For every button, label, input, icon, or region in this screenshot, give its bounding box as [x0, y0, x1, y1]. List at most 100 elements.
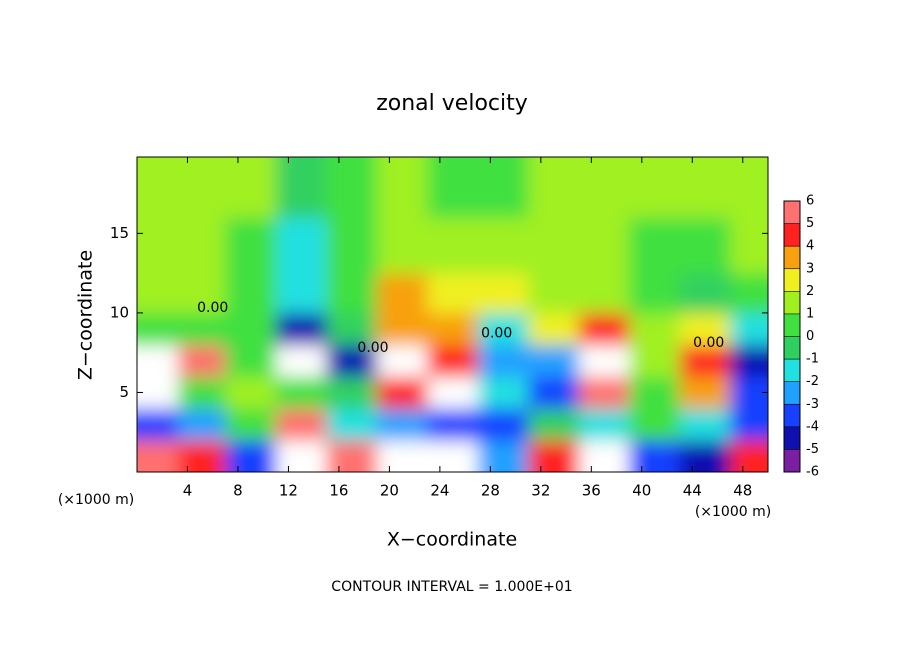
colorbar-swatch: [784, 359, 800, 382]
field-cell: [477, 157, 529, 218]
y-tick-label: 10: [110, 303, 129, 321]
field-cell: [679, 408, 731, 441]
field-cell: [730, 376, 768, 409]
field-cell: [730, 344, 768, 378]
colorbar-swatch: [784, 381, 800, 405]
x-axis-label: X−coordinate: [387, 529, 517, 551]
field-cell: [629, 157, 681, 218]
field-cell: [679, 440, 731, 472]
x-tick-label: 48: [733, 482, 752, 500]
field-cell: [178, 157, 226, 218]
field-cell: [477, 273, 529, 314]
field-cell: [578, 440, 630, 472]
y-axis-label: Z−coordinate: [75, 250, 97, 380]
field-cell: [578, 217, 630, 274]
field-cell: [578, 376, 630, 409]
field-cell: [730, 157, 768, 218]
field-cell: [137, 440, 179, 472]
field-cell: [376, 376, 428, 409]
field-cell: [730, 408, 768, 441]
field-cell: [326, 217, 378, 274]
x-tick-label: 12: [279, 482, 298, 500]
field-cell: [275, 312, 327, 346]
field-cell: [477, 376, 529, 409]
field-cell: [578, 344, 630, 378]
field-cell: [275, 376, 327, 409]
field-cell: [427, 376, 479, 409]
field-cell: [326, 376, 378, 409]
colorbar-tick-label: 2: [806, 284, 814, 299]
field-cell: [275, 273, 327, 314]
field-cell: [578, 157, 630, 218]
field-cell: [477, 408, 529, 441]
colorbar-tick-label: -6: [806, 465, 819, 480]
field-cell: [326, 344, 378, 378]
field-cell: [178, 408, 226, 441]
x-unit-left: (×1000 m): [58, 492, 134, 508]
field-cell: [178, 440, 226, 472]
field-cell: [376, 312, 428, 346]
colorbar-swatch: [784, 449, 800, 472]
field-cells: [137, 157, 768, 472]
x-tick-label: 24: [430, 482, 449, 500]
contour-label: 0.00: [197, 300, 228, 316]
field-cell: [376, 408, 428, 441]
field-cell: [376, 440, 428, 472]
field-cell: [629, 217, 681, 274]
field-cell: [275, 157, 327, 218]
contour-label: 0.00: [481, 326, 512, 342]
field-cell: [225, 376, 277, 409]
field-cell: [679, 217, 731, 274]
field-cell: [477, 344, 529, 378]
field-cell: [427, 157, 479, 218]
field-cell: [730, 440, 768, 472]
field-cell: [137, 344, 179, 378]
field-cell: [225, 408, 277, 441]
field-cell: [178, 273, 226, 314]
field-cell: [629, 344, 681, 378]
x-tick-label: 4: [183, 482, 193, 500]
field: [137, 157, 768, 472]
colorbar-swatch: [784, 246, 800, 269]
field-cell: [225, 273, 277, 314]
field-cell: [578, 273, 630, 314]
plot-frame: [136, 156, 769, 473]
field-cell: [477, 440, 529, 472]
colorbar-tick-label: -5: [806, 442, 819, 457]
field-cell: [137, 408, 179, 441]
colorbar-tick-label: -1: [806, 352, 819, 367]
colorbar-swatch: [784, 268, 800, 292]
colorbar-tick-label: 0: [806, 329, 814, 344]
field-cell: [477, 217, 529, 274]
field-cell: [225, 440, 277, 472]
field-cell: [376, 217, 428, 274]
field-cell: [326, 273, 378, 314]
field-cell: [225, 312, 277, 346]
contour-label: 0.00: [693, 335, 724, 351]
y-tick-label: 5: [119, 383, 129, 401]
field-cell: [679, 312, 731, 346]
x-tick-label: 16: [329, 482, 348, 500]
x-tick-label: 40: [632, 482, 651, 500]
field-cell: [137, 217, 179, 274]
colorbar-swatch: [784, 223, 800, 247]
field-cell: [528, 408, 580, 441]
field-cell: [528, 217, 580, 274]
field-cell: [225, 157, 277, 218]
field-cell: [376, 157, 428, 218]
field-cell: [178, 312, 226, 346]
colorbar-tick-label: 1: [806, 306, 814, 321]
colorbar-swatch: [784, 426, 800, 450]
field-cell: [679, 344, 731, 378]
colorbar-tick-label: -4: [806, 419, 819, 434]
colorbar-swatch: [784, 313, 800, 337]
field-cell: [679, 376, 731, 409]
field-cell: [326, 408, 378, 441]
field-cell: [178, 217, 226, 274]
field-cell: [137, 376, 179, 409]
field-cell: [629, 440, 681, 472]
colorbar-swatch: [784, 291, 800, 314]
field-cell: [225, 344, 277, 378]
field-cell: [326, 312, 378, 346]
footer-note: CONTOUR INTERVAL = 1.000E+01: [331, 579, 572, 595]
